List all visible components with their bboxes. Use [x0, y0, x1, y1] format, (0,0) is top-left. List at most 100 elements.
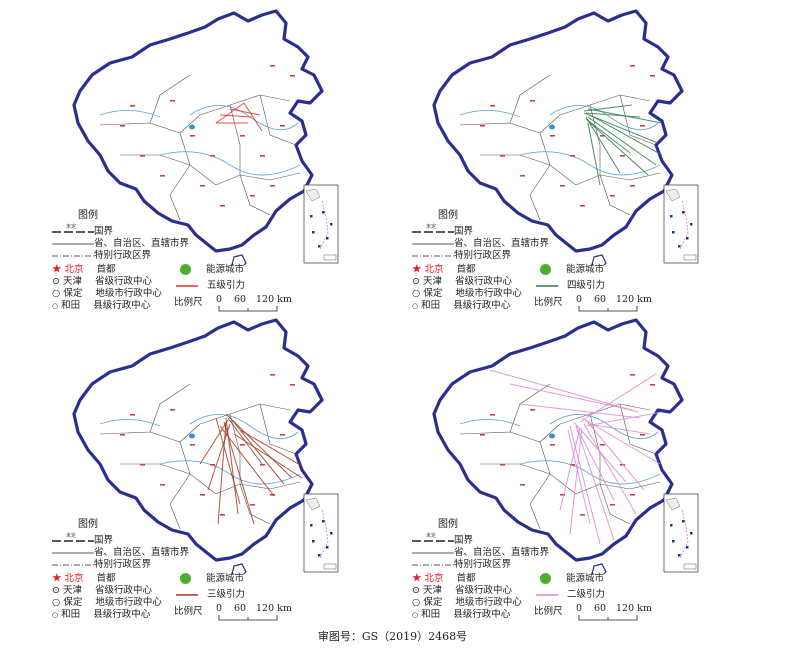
gravity-lines [215, 102, 263, 132]
gravity-line-symbol [176, 593, 198, 596]
gravity-line [585, 118, 631, 154]
city-label [630, 65, 635, 67]
gravity-line [569, 425, 601, 545]
lake [189, 433, 195, 439]
legend-provincial-center: ⊙ 天津 省级行政中心 [412, 276, 513, 287]
gravity-line [583, 423, 637, 515]
city-label [570, 464, 575, 466]
energy-city-icon [540, 573, 551, 584]
gravity-line [215, 102, 245, 124]
lake [549, 433, 555, 439]
legend-title: 图例 [438, 210, 458, 221]
gravity-line [581, 417, 661, 465]
provincial-border-symbol [52, 240, 94, 248]
china-map [72, 318, 339, 574]
city-label [630, 494, 635, 496]
city-label [190, 135, 195, 137]
legend-special-admin-border: 特别行政区界 [52, 559, 151, 570]
legend-national-border: 未定 国界 [52, 533, 113, 546]
provincial-border-symbol [52, 549, 94, 557]
map-legend: 图例 未定 国界 省、自治区、直辖市界 特别行政区界 ★ 北京 首都 ⊙ 天津 … [412, 519, 612, 620]
gravity-line-symbol [536, 593, 558, 596]
city-label [640, 434, 645, 436]
city-label [170, 100, 175, 102]
lake [189, 124, 195, 130]
gravity-lines [489, 369, 663, 545]
city-label [220, 514, 225, 516]
city-label [520, 484, 525, 486]
gravity-line [587, 423, 651, 435]
gravity-line [575, 425, 615, 501]
city-label [280, 125, 285, 127]
city-label [120, 125, 125, 127]
gravity-line [489, 369, 639, 413]
legend-gravity-line: 二级引力 [536, 586, 605, 600]
gravity-line [225, 417, 239, 515]
undetermined-label: 未定 [426, 532, 437, 539]
special-admin-border-symbol [52, 252, 94, 260]
national-border-symbol: 未定 [412, 533, 454, 545]
legend-provincial-border: 省、自治区、直辖市界 [412, 238, 549, 249]
city-label [490, 414, 495, 416]
legend-county-center: ○ 和田 县级行政中心 [52, 300, 151, 311]
scale-bar: 比例尺 0 60 120 km [534, 603, 652, 621]
legend-energy-city: 能源城市 [180, 570, 244, 584]
legend-provincial-center: ⊙ 天津 省级行政中心 [52, 276, 153, 287]
star-icon: ★ [52, 573, 62, 584]
county-center-icon: ○ [52, 611, 59, 619]
rivers [99, 414, 301, 485]
provincial-center-icon: ⊙ [52, 276, 60, 287]
gravity-line [585, 116, 621, 174]
city-label [240, 135, 245, 137]
city-label [120, 434, 125, 436]
city-markers [120, 65, 295, 207]
city-label [560, 494, 565, 496]
legend-prefecture-center: ○ 保定 地级市行政中心 [412, 597, 522, 608]
map-legend: 图例 未定 国界 省、自治区、直辖市界 特别行政区界 ★ 北京 首都 ⊙ 天津 … [412, 210, 612, 311]
provincial-border-symbol [412, 549, 454, 557]
scale-label: 比例尺 [174, 606, 203, 617]
energy-city-icon [540, 264, 551, 275]
city-label [210, 155, 215, 157]
map-panel-level3: 图例 未定 国界 省、自治区、直辖市界 特别行政区界 ★ 北京 首都 ⊙ 天津 … [0, 314, 380, 629]
legend-prefecture-center: ○ 保定 地级市行政中心 [412, 288, 522, 299]
city-label [610, 195, 615, 197]
prefecture-center-icon: ○ [52, 597, 61, 608]
gravity-lines [199, 413, 303, 525]
legend-prefecture-center: ○ 保定 地级市行政中心 [52, 288, 162, 299]
undetermined-label: 未定 [426, 223, 437, 230]
provincial-boundaries [99, 383, 301, 530]
city-label [190, 444, 195, 446]
legend-national-border: 未定 国界 [412, 533, 473, 546]
city-label [580, 205, 585, 207]
gravity-line [569, 427, 583, 535]
city-label [500, 155, 505, 157]
map-panel-level2: 图例 未定 国界 省、自治区、直辖市界 特别行政区界 ★ 北京 首都 ⊙ 天津 … [360, 314, 740, 629]
national-border-symbol: 未定 [412, 224, 454, 236]
national-border-symbol: 未定 [52, 533, 94, 545]
hainan-island [591, 254, 607, 265]
south-china-sea-inset [663, 493, 699, 573]
gravity-line [217, 421, 227, 525]
city-label [630, 374, 635, 376]
gravity-line [567, 429, 591, 525]
prefecture-center-icon: ○ [412, 288, 421, 299]
city-label [270, 374, 275, 376]
gravity-line [585, 112, 641, 118]
city-label [260, 464, 265, 466]
undetermined-label: 未定 [66, 223, 77, 230]
scale-bar: 比例尺 0 60 120 km [174, 603, 292, 621]
city-label [610, 504, 615, 506]
gravity-line [233, 433, 303, 479]
city-label [490, 105, 495, 107]
city-label [550, 444, 555, 446]
provincial-center-icon: ⊙ [52, 585, 60, 596]
undetermined-label: 未定 [66, 532, 77, 539]
city-label [620, 155, 625, 157]
city-label [480, 434, 485, 436]
lake [549, 124, 555, 130]
gravity-line [573, 421, 627, 483]
gravity-line [587, 122, 601, 186]
gravity-line [225, 413, 293, 479]
city-label [530, 100, 535, 102]
